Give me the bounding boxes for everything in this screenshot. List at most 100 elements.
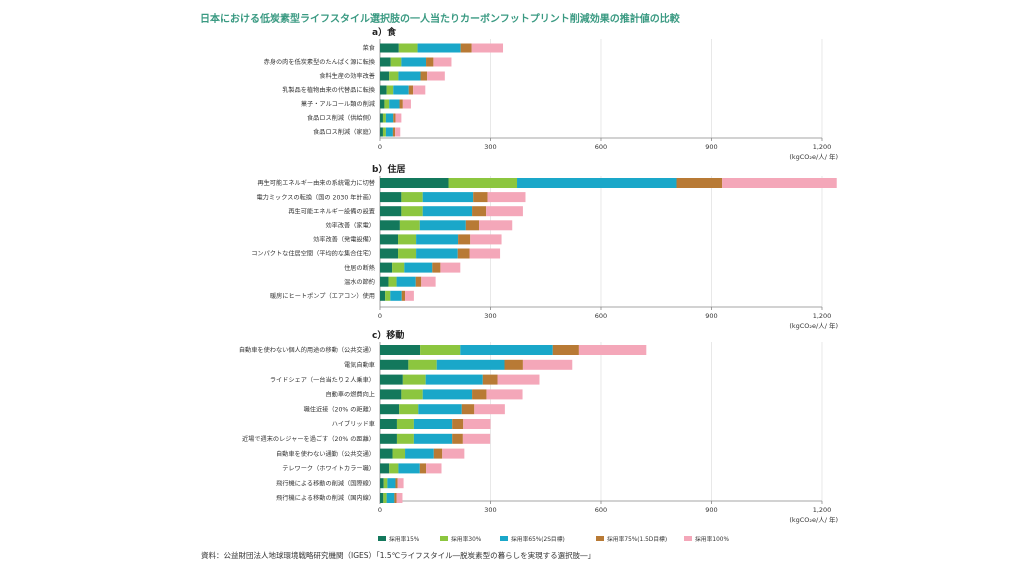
bar-segment bbox=[401, 389, 423, 400]
bar-segment bbox=[474, 404, 505, 415]
bar-segment bbox=[401, 57, 427, 67]
bar-segment bbox=[458, 234, 471, 245]
bar-segment bbox=[427, 71, 445, 81]
x-unit-label: (kgCO₂e/人/ 年) bbox=[789, 515, 838, 524]
category-label: 暖房にヒートポンプ（エアコン）使用 bbox=[270, 292, 375, 300]
bar-segment bbox=[393, 113, 396, 123]
bar-segment bbox=[413, 85, 426, 95]
bar-segment bbox=[420, 345, 461, 355]
chart-panels: a）食0 300 600 900 1,200(kgCO₂e/人/ 年)菜食赤身の肉を低炭… bbox=[239, 26, 838, 524]
category-label: 食料生産の効率改善 bbox=[319, 72, 375, 80]
bar-segment bbox=[380, 359, 409, 370]
bar-segment bbox=[497, 374, 540, 385]
bar-segment bbox=[404, 262, 433, 273]
category-label: 電気自動車 bbox=[344, 361, 375, 369]
bar-segment bbox=[452, 419, 464, 429]
bar-segment bbox=[472, 389, 487, 400]
category-label: 食品ロス削減（供給側） bbox=[307, 114, 375, 122]
category-label: 再生可能エネルギー由来の系統電力に切替 bbox=[257, 179, 375, 187]
bar-segment bbox=[386, 85, 394, 95]
bar-segment bbox=[380, 248, 399, 259]
bar-segment bbox=[380, 290, 386, 301]
legend-label: 採用率75%(1.5D目標) bbox=[607, 535, 667, 543]
category-label: 食品ロス削減（家庭） bbox=[313, 128, 375, 136]
bar-segment bbox=[395, 113, 402, 123]
bar-segment bbox=[408, 85, 414, 95]
bar-segment bbox=[380, 478, 384, 489]
legend-swatch bbox=[378, 536, 386, 541]
bar-segment bbox=[487, 192, 526, 203]
bar-segment bbox=[380, 463, 390, 474]
bar-segment bbox=[396, 493, 403, 503]
bar-segment bbox=[395, 127, 401, 137]
bar-segment bbox=[448, 178, 518, 188]
source-note: 資料：公益財団法人地球環境戦略研究機関（IGES）「1.5℃ライフスタイル―脱炭… bbox=[201, 550, 595, 560]
bar-segment bbox=[396, 433, 414, 444]
bar-segment bbox=[432, 262, 441, 273]
bar-segment bbox=[380, 192, 402, 203]
bar-segment bbox=[405, 290, 414, 301]
panel-title: b）住居 bbox=[372, 163, 405, 175]
bar-segment bbox=[465, 220, 480, 231]
bar-segment bbox=[380, 127, 383, 137]
legend-label: 採用率30% bbox=[451, 535, 482, 543]
x-tick-label: 0 bbox=[378, 143, 382, 151]
legend-swatch bbox=[684, 536, 692, 541]
category-label: コンパクトな住居空間（平均的な集合住宅） bbox=[251, 250, 375, 258]
bar-segment bbox=[419, 463, 427, 474]
bar-segment bbox=[399, 99, 403, 109]
bar-segment bbox=[388, 276, 397, 287]
bar-segment bbox=[405, 448, 434, 459]
x-tick-label: 300 bbox=[484, 506, 496, 514]
bar-segment bbox=[380, 113, 383, 123]
bar-segment bbox=[469, 248, 501, 259]
panel-title: a）食 bbox=[372, 26, 397, 38]
bar-segment bbox=[426, 463, 442, 474]
bar-segment bbox=[402, 99, 411, 109]
bar-segment bbox=[397, 478, 404, 489]
bar-segment bbox=[422, 389, 473, 400]
bar-segment bbox=[401, 290, 406, 301]
category-label: 自動車の燃費向上 bbox=[326, 391, 376, 399]
category-label: 近場で週末のレジャーを過ごす（20% の距離） bbox=[242, 435, 375, 443]
category-label: ハイブリッド車 bbox=[332, 420, 375, 428]
x-unit-label: (kgCO₂e/人/ 年) bbox=[789, 152, 838, 161]
x-tick-label: 900 bbox=[705, 506, 717, 514]
bar-segment bbox=[385, 113, 394, 123]
bar-segment bbox=[418, 404, 462, 415]
bar-segment bbox=[413, 433, 453, 444]
bar-segment bbox=[380, 178, 449, 188]
bar-segment bbox=[552, 345, 579, 355]
bar-segment bbox=[722, 178, 837, 188]
bar-segment bbox=[398, 71, 421, 81]
x-tick-label: 900 bbox=[705, 143, 717, 151]
bar-segment bbox=[383, 493, 387, 503]
bar-segment bbox=[380, 433, 397, 444]
bar-segment bbox=[486, 389, 523, 400]
category-label: 菜食 bbox=[363, 44, 376, 52]
bar-segment bbox=[676, 178, 723, 188]
bar-segment bbox=[380, 85, 387, 95]
bar-segment bbox=[382, 113, 386, 123]
chart-legend: 採用率15% 採用率30% 採用率65%(2S目標) 採用率75%(1.5D目標) 採用… bbox=[378, 535, 729, 543]
panel-1: a）食 0 300 600 900 1,200(kgCO₂e/人/ 年) 菜食赤身の肉を低炭… bbox=[264, 26, 838, 161]
category-label: 赤身の肉を低炭素型のたんぱく源に転換 bbox=[264, 58, 376, 66]
bar-segment bbox=[442, 448, 465, 459]
bar-segment bbox=[517, 178, 677, 188]
bar-segment bbox=[472, 206, 487, 217]
bar-segment bbox=[420, 71, 428, 81]
bar-segment bbox=[416, 234, 459, 245]
x-tick-label: 600 bbox=[595, 312, 607, 320]
bar-segment bbox=[380, 99, 385, 109]
category-label: 自動車を使わない個人的用途の移動（公共交通） bbox=[239, 346, 375, 354]
bar-segment bbox=[389, 99, 400, 109]
bar-segment bbox=[413, 419, 453, 429]
bar-segment bbox=[433, 448, 443, 459]
bar-segment bbox=[422, 206, 473, 217]
bar-segment bbox=[380, 57, 391, 67]
bar-segment bbox=[421, 276, 436, 287]
bar-segment bbox=[382, 127, 386, 137]
legend-label: 採用率15% bbox=[389, 535, 420, 543]
bar-segment bbox=[462, 433, 491, 444]
